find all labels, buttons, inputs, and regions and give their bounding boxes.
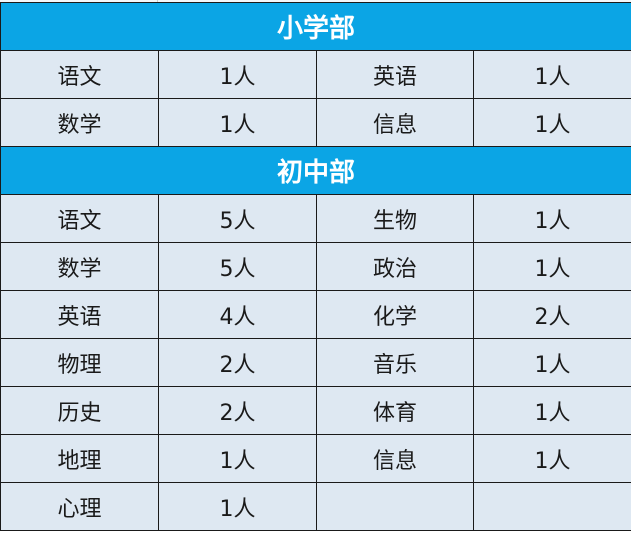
section-header-row: 小学部 [0,2,631,51]
table-row: 心理 1人 [0,482,631,531]
top-strip [0,0,631,3]
count-cell: 1人 [158,98,317,147]
table-row: 数学 5人 政治 1人 [0,242,631,291]
staff-table: 小学部 语文 1人 英语 1人 数学 1人 信息 1人 初中部 语文 5人 生物 1人 数学 5人 政治 1人 英语… [0,2,631,531]
table-row: 语文 5人 生物 1人 [0,194,631,243]
subject-cell: 英语 [0,290,159,339]
count-cell: 1人 [472,338,631,387]
count-cell: 4人 [158,290,317,339]
subject-cell: 语文 [0,50,159,99]
section-title: 小学部 [0,2,631,51]
count-cell: 1人 [158,50,317,99]
count-cell: 2人 [158,386,317,435]
subject-cell: 生物 [316,194,474,243]
table-row: 地理 1人 信息 1人 [0,434,631,483]
subject-cell: 数学 [0,98,159,147]
count-cell: 5人 [158,242,317,291]
count-cell: 1人 [158,482,317,531]
count-cell: 2人 [472,290,631,339]
table-row: 语文 1人 英语 1人 [0,50,631,99]
table-row: 物理 2人 音乐 1人 [0,338,631,387]
table-row: 历史 2人 体育 1人 [0,386,631,435]
subject-cell: 物理 [0,338,159,387]
subject-cell: 信息 [316,98,474,147]
count-cell: 1人 [472,386,631,435]
subject-cell: 数学 [0,242,159,291]
subject-cell: 英语 [316,50,474,99]
count-cell: 5人 [158,194,317,243]
count-cell: 1人 [472,242,631,291]
count-cell: 1人 [472,194,631,243]
subject-cell: 历史 [0,386,159,435]
subject-cell: 地理 [0,434,159,483]
subject-cell: 音乐 [316,338,474,387]
subject-cell: 信息 [316,434,474,483]
count-cell [472,482,631,531]
count-cell: 1人 [472,50,631,99]
subject-cell: 语文 [0,194,159,243]
subject-cell: 政治 [316,242,474,291]
count-cell: 1人 [472,98,631,147]
subject-cell: 心理 [0,482,159,531]
section-header-row: 初中部 [0,146,631,195]
subject-cell: 化学 [316,290,474,339]
table-row: 英语 4人 化学 2人 [0,290,631,339]
count-cell: 1人 [158,434,317,483]
count-cell: 1人 [472,434,631,483]
count-cell: 2人 [158,338,317,387]
table-row: 数学 1人 信息 1人 [0,98,631,147]
subject-cell: 体育 [316,386,474,435]
subject-cell [316,482,474,531]
section-title: 初中部 [0,146,631,195]
